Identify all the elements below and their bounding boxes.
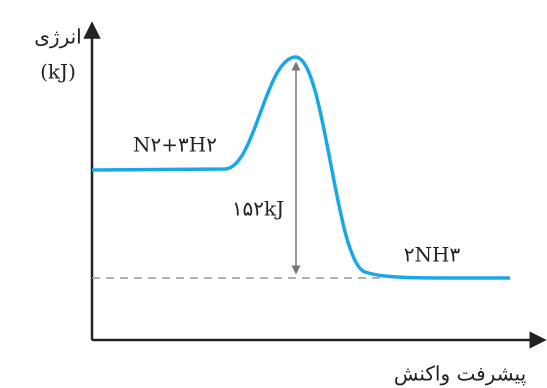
y-axis-label: انرژی	[34, 25, 81, 49]
y-axis-unit: (kJ)	[40, 60, 76, 84]
reactants-label: N۲+۳H۲	[133, 133, 217, 157]
energy-curve	[91, 55, 511, 280]
x-axis-label: پیشرفت واکنش	[394, 362, 526, 386]
products-label: ۲NH۳	[404, 243, 461, 267]
energy-label: ۱۵۲kJ	[232, 197, 284, 221]
